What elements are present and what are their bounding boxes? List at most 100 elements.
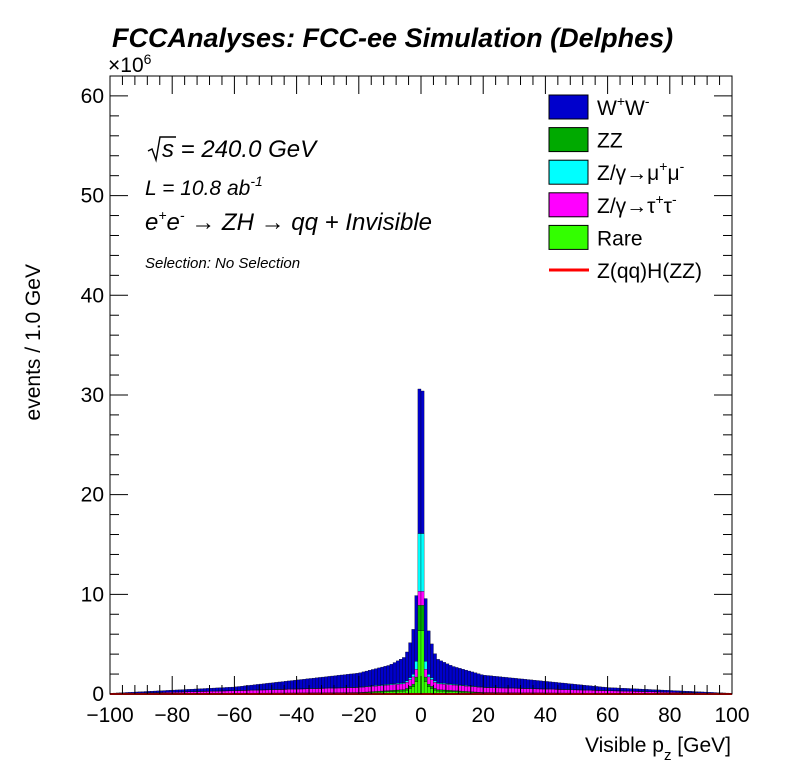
legend-label-rare: Rare — [597, 227, 643, 250]
bar-tautau — [501, 687, 506, 693]
bar-tautau — [498, 687, 503, 693]
x-axis-title: Visible pz [GeV] — [585, 734, 731, 764]
x-tick-label: 20 — [472, 704, 495, 727]
bar-ww — [585, 685, 590, 691]
bar-ww — [464, 669, 468, 686]
chart-title: FCCAnalyses: FCC-ee Simulation (Delphes) — [112, 23, 673, 53]
bar-ww — [473, 672, 478, 687]
bar-tautau — [311, 688, 316, 693]
bar-zz — [423, 676, 428, 682]
bar-mumu — [427, 674, 431, 678]
bar-tautau — [610, 690, 614, 694]
x-tick-label: 0 — [415, 704, 427, 727]
bar-ww — [352, 673, 356, 688]
bar-zz — [399, 689, 403, 692]
bar-tautau — [489, 687, 493, 693]
bar-tautau — [290, 689, 294, 694]
bar-tautau — [252, 690, 257, 694]
bar-ww — [489, 675, 493, 688]
bar-ww — [626, 688, 630, 692]
legend-swatch-zz — [548, 127, 589, 153]
bar-tautau — [228, 690, 232, 694]
bar-ww — [290, 680, 294, 690]
bar-ww — [638, 688, 642, 692]
bar-ww — [395, 660, 400, 684]
bar-ww — [408, 642, 412, 678]
bar-tautau — [560, 689, 565, 694]
bar-ww — [327, 676, 331, 689]
bar-tautau — [237, 690, 241, 694]
bar-mumu — [408, 677, 412, 680]
x-tick-label: 40 — [534, 704, 557, 727]
bar-ww — [442, 662, 447, 684]
bar-ww — [153, 690, 157, 693]
bar-tautau — [414, 669, 419, 678]
bar-mumu — [423, 661, 428, 670]
y-tick-label: 40 — [81, 284, 104, 307]
bar-tautau — [299, 688, 303, 694]
bar-ww — [688, 691, 692, 693]
x-tick-label: 80 — [658, 704, 681, 727]
bar-ww — [675, 690, 680, 693]
bar-tautau — [511, 688, 515, 693]
bar-ww — [476, 673, 481, 687]
y-multiplier: ×106 — [108, 51, 152, 77]
bar-tautau — [551, 689, 555, 694]
bar-tautau — [324, 688, 328, 693]
bar-ww — [588, 685, 593, 691]
bar-ww — [364, 670, 369, 687]
bar-tautau — [352, 687, 356, 693]
bar-tautau — [287, 689, 291, 694]
bar-zz — [448, 690, 453, 692]
bar-tautau — [464, 685, 468, 692]
bar-tautau — [486, 687, 490, 693]
bar-ww — [461, 669, 465, 686]
bar-tautau — [613, 690, 618, 694]
bar-tautau — [573, 689, 577, 694]
bar-tautau — [476, 686, 481, 693]
bar-ww — [420, 390, 425, 534]
bar-tautau — [377, 685, 381, 692]
bar-ww — [336, 675, 341, 688]
bar-ww — [150, 691, 154, 693]
y-tick-label: 10 — [81, 583, 104, 606]
process-label: e+e- → ZH → qq + Invisible — [145, 207, 432, 236]
y-tick-label: 20 — [81, 484, 104, 507]
bar-ww — [349, 673, 353, 688]
bar-ww — [311, 677, 316, 689]
sqrt-symbol — [147, 136, 176, 163]
bar-ww — [383, 666, 387, 685]
plot-area — [109, 388, 733, 695]
bar-tautau — [420, 591, 425, 606]
bar-ww — [526, 679, 530, 689]
legend-swatch-tautau — [548, 192, 589, 218]
bar-ww — [433, 653, 437, 682]
bar-ww — [162, 690, 167, 693]
bar-tautau — [461, 685, 465, 692]
x-tick-label: −100 — [86, 704, 133, 727]
x-tick-label: −40 — [279, 704, 315, 727]
x-tick-label: −80 — [154, 704, 190, 727]
bar-ww — [324, 676, 328, 689]
bar-ww — [498, 676, 503, 688]
bar-tautau — [274, 689, 279, 694]
bar-tautau — [539, 688, 543, 694]
bar-rare — [427, 686, 431, 695]
bar-ww — [339, 674, 344, 688]
bar-ww — [573, 684, 577, 690]
bar-mumu — [420, 533, 425, 592]
legend-label-ww: W+W- — [597, 93, 650, 120]
bar-ww — [635, 688, 639, 692]
bar-tautau — [302, 688, 307, 693]
bar-ww — [402, 657, 406, 683]
bar-ww — [228, 687, 232, 691]
bar-tautau — [598, 690, 602, 694]
bar-ww — [315, 677, 319, 689]
bar-rare — [423, 681, 428, 695]
bar-ww — [697, 691, 702, 694]
bar-ww — [430, 643, 434, 678]
bar-tautau — [423, 669, 428, 678]
bar-ww — [455, 667, 459, 685]
bar-tautau — [601, 690, 605, 694]
bar-ww — [200, 688, 204, 692]
